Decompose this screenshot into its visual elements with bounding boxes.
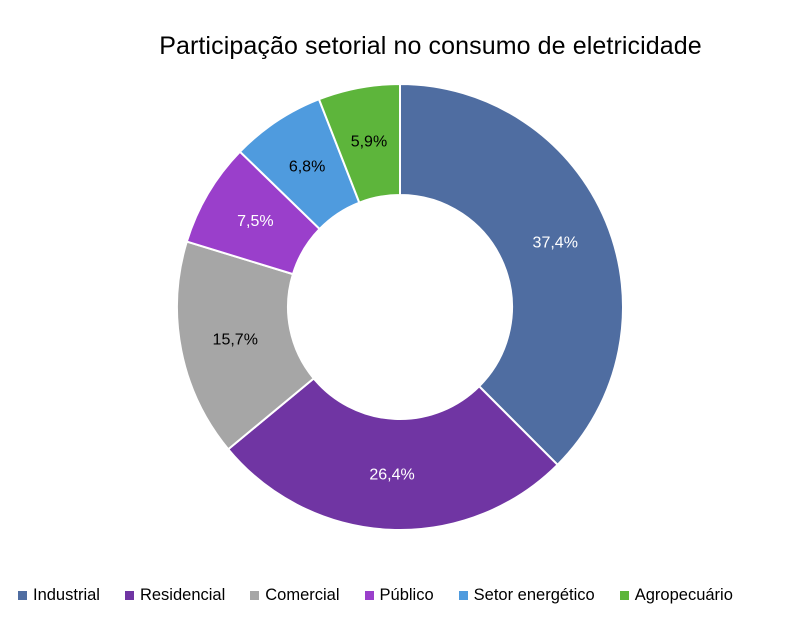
legend-label: Comercial	[265, 585, 340, 604]
legend-swatch	[250, 590, 260, 600]
legend-label: Agropecuário	[634, 585, 733, 604]
slice-agropecuário	[317, 82, 401, 204]
data-label-industrial: 37,4%	[533, 234, 578, 251]
legend-item-residencial: Residencial	[124, 585, 226, 605]
slices-group	[176, 82, 624, 531]
data-label-comercial: 15,7%	[213, 331, 258, 348]
slice-comercial	[176, 240, 316, 451]
legend: Industrial Residencial Comercial Público Set…	[18, 584, 733, 606]
chart-title: Participação setorial no consumo de elet…	[159, 32, 702, 60]
data-label-agropecuário: 5,9%	[351, 133, 387, 150]
legend-label: Público	[379, 585, 434, 604]
legend-label: Residencial	[139, 585, 226, 604]
legend-item-comercial: Comercial	[250, 585, 340, 605]
legend-swatch	[364, 590, 374, 600]
legend-swatch	[619, 590, 629, 600]
legend-item-industrial: Industrial	[18, 586, 100, 605]
data-labels-group: 37,4% 26,4% 15,7% 7,5% 6,8% 5,9%	[213, 133, 578, 483]
legend-item-público: Público	[364, 585, 434, 605]
legend-item-agropecuário: Agropecuário	[619, 585, 733, 605]
slice-industrial	[399, 82, 624, 467]
legend-item-setor-energético: Setor energético	[458, 585, 595, 605]
data-label-residencial: 26,4%	[369, 466, 414, 483]
legend-swatch	[458, 590, 468, 600]
data-label-público: 7,5%	[237, 213, 273, 230]
legend-label: Industrial	[33, 585, 100, 604]
slice-residencial	[226, 377, 559, 531]
legend-swatch	[18, 590, 27, 600]
legend-label: Setor energético	[473, 585, 595, 604]
legend-swatch	[124, 590, 134, 600]
data-label-setor-energético: 6,8%	[289, 159, 325, 176]
